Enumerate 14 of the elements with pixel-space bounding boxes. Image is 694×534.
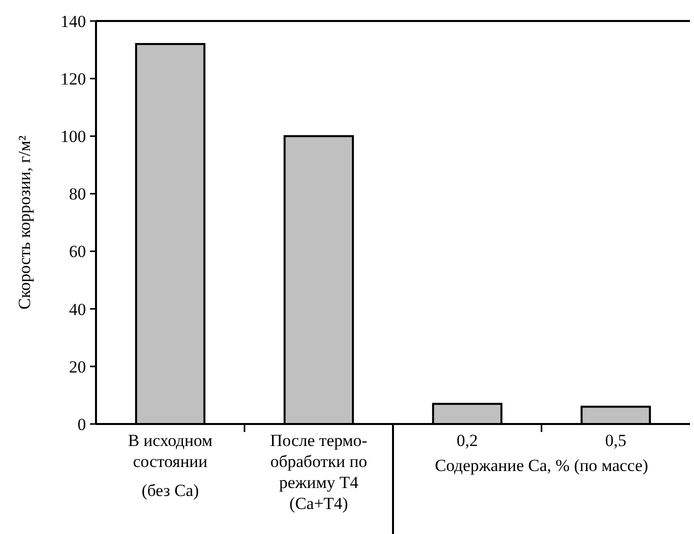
y-tick-label: 80 bbox=[69, 184, 86, 204]
y-tick-label: 20 bbox=[69, 357, 86, 376]
y-tick-label: 60 bbox=[69, 242, 86, 262]
x-tick-label: 0,5 bbox=[605, 431, 626, 450]
x-tick-label: 0,2 bbox=[456, 431, 478, 450]
y-axis-title: Скорость коррозии, г/м² bbox=[15, 136, 34, 310]
y-tick-label: 0 bbox=[78, 414, 86, 434]
y-tick-label: 100 bbox=[60, 127, 86, 146]
y-tick-label: 40 bbox=[69, 300, 86, 319]
text: Содержание Ca, % (по массе) bbox=[434, 456, 648, 475]
x-tick-label: В исходном состоянии (без Ca) bbox=[128, 431, 213, 500]
y-tick-label: 140 bbox=[60, 12, 86, 31]
x-tick-label: После термо- обработки по режиму Т4 (Ca+T4) bbox=[270, 431, 368, 513]
y-tick-label: 120 bbox=[60, 70, 86, 89]
